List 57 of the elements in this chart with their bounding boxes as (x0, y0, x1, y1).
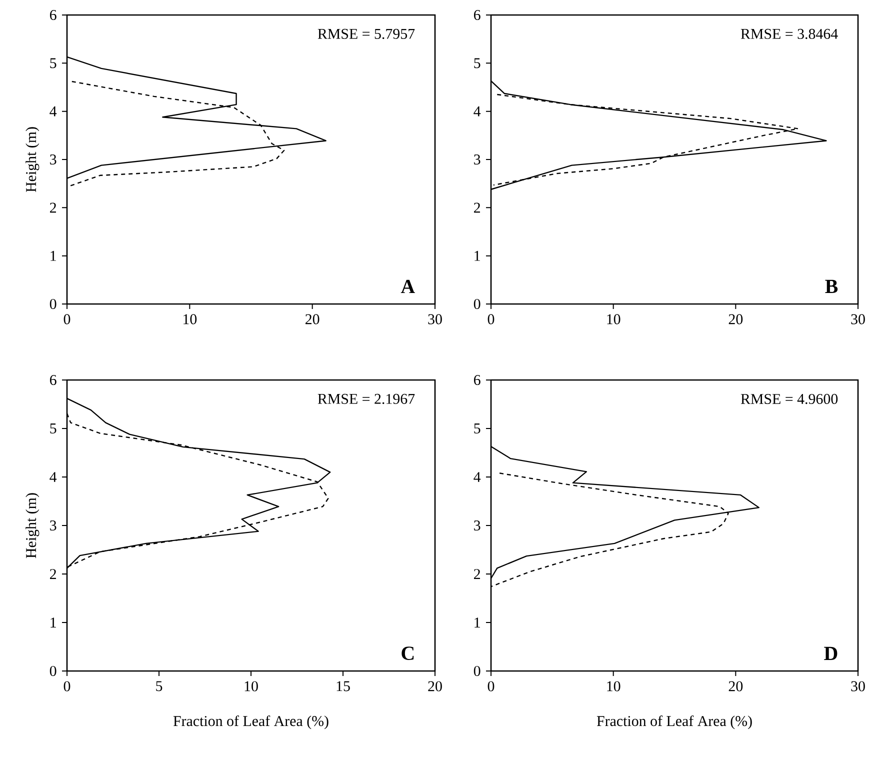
y-tick-label: 1 (474, 250, 480, 261)
y-tick-label: 3 (50, 520, 56, 531)
y-tick-label: 0 (50, 666, 56, 676)
y-tick-label: 6 (50, 10, 56, 20)
y-axis-title: Height (m) (26, 493, 40, 558)
x-tick-label: 20 (306, 314, 320, 324)
y-tick-label: 4 (474, 106, 481, 116)
y-tick-label: 0 (474, 298, 480, 310)
x-tick-label: 10 (184, 314, 197, 324)
y-tick-label: 6 (474, 374, 480, 386)
y-tick-label: 2 (50, 569, 56, 579)
y-tick-label: 3 (50, 154, 56, 165)
x-tick-label: 10 (607, 314, 620, 324)
x-tick-label: 10 (244, 681, 258, 692)
y-tick-label: 6 (50, 374, 56, 386)
y-tick-label: 4 (474, 472, 481, 482)
y-tick-label: 2 (50, 202, 56, 213)
x-tick-label: 0 (488, 681, 494, 692)
y-tick-label: 5 (474, 424, 480, 434)
x-tick-label: 10 (607, 681, 620, 692)
annotation: A (400, 280, 415, 294)
y-tick-label: 4 (50, 106, 57, 116)
annotation: RMSE = 2.1967 (318, 394, 415, 404)
y-axis-title: Height (m) (26, 127, 40, 192)
y-tick-label: 2 (474, 569, 480, 579)
x-tick-label: 20 (728, 681, 743, 692)
x-tick-label: 0 (64, 681, 70, 692)
annotation: D (824, 646, 838, 660)
y-tick-label: 1 (474, 618, 480, 628)
x-tick-label: 5 (156, 681, 162, 692)
annotation: C (402, 646, 414, 660)
x-tick-label: 20 (428, 681, 442, 692)
x-tick-label: 15 (336, 681, 350, 692)
x-tick-label: 0 (488, 314, 494, 324)
y-tick-label: 5 (50, 424, 56, 434)
y-tick-label: 0 (50, 298, 56, 310)
x-tick-label: 20 (728, 314, 743, 324)
annotation: RMSE = 3.8464 (740, 28, 838, 40)
x-tick-label: 30 (851, 681, 865, 692)
y-tick-label: 1 (50, 250, 56, 261)
y-tick-label: 1 (50, 618, 56, 628)
y-tick-label: 5 (50, 58, 56, 68)
x-tick-label: 30 (428, 314, 442, 324)
y-tick-label: 4 (50, 472, 57, 482)
y-tick-label: 3 (474, 520, 480, 531)
y-tick-label: 2 (474, 202, 480, 213)
y-tick-label: 3 (474, 154, 480, 165)
x-tick-label: 0 (64, 314, 70, 324)
y-tick-label: 5 (474, 58, 480, 68)
x-axis-title: Fraction of Leaf Area (%) (596, 715, 752, 730)
annotation: RMSE = 4.9600 (740, 394, 838, 404)
annotation: RMSE = 5.7957 (318, 28, 415, 39)
x-axis-title: Fraction of Leaf Area (%) (173, 715, 328, 730)
annotation: B (825, 280, 838, 294)
x-tick-label: 30 (851, 314, 865, 324)
y-tick-label: 0 (474, 666, 480, 676)
y-tick-label: 6 (474, 10, 480, 20)
